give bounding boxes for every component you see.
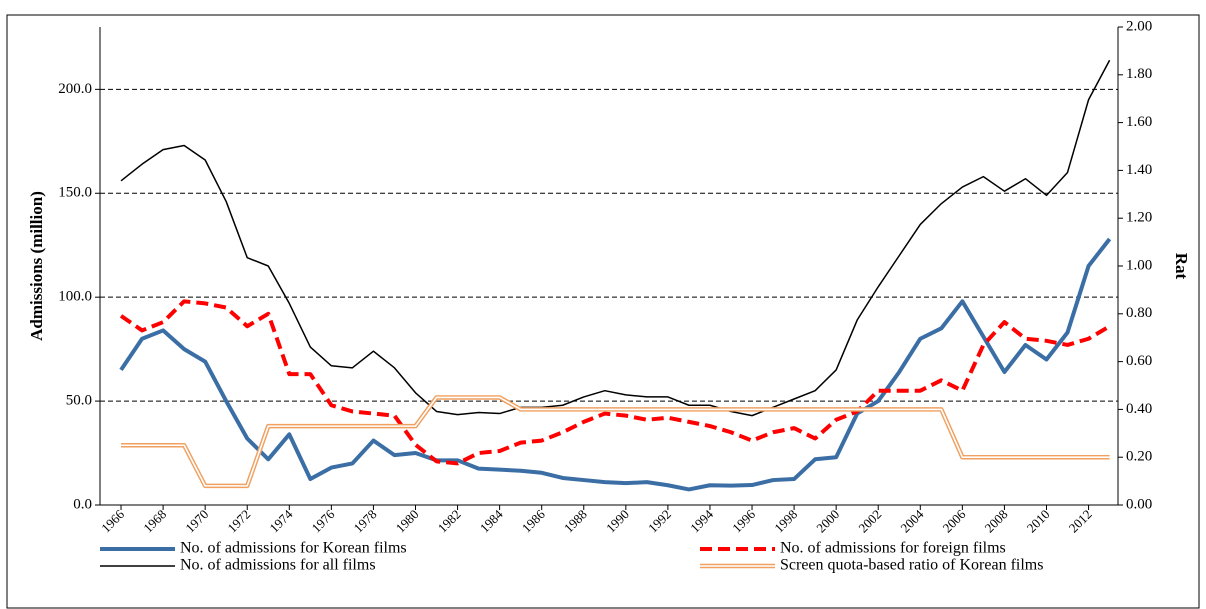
y-tick-label: 150.0 xyxy=(58,185,92,201)
x-tick-label: 1988 xyxy=(561,507,590,536)
y2-axis-label: Rat xyxy=(1172,253,1191,280)
x-tick-label: 1986 xyxy=(519,506,548,535)
x-tick-label: 1998 xyxy=(771,507,800,536)
line xyxy=(120,59,1111,417)
x-tick-label: 1980 xyxy=(393,507,422,536)
y-axis-label: Admissions (million) xyxy=(27,191,46,341)
legend-label: Screen quota-based ratio of Korean films xyxy=(780,557,1043,574)
y2-tick-label: 0.40 xyxy=(1126,401,1152,417)
x-tick-label: 1968 xyxy=(140,507,169,536)
x-tick-label: 1994 xyxy=(687,506,716,535)
x-tick-label: 1976 xyxy=(308,506,337,535)
line-inner xyxy=(121,396,1110,487)
x-tick-label: 1966 xyxy=(98,506,127,535)
x-tick-label: 1990 xyxy=(603,507,632,536)
x-tick-label: 2000 xyxy=(813,507,842,536)
y2-tick-label: 1.40 xyxy=(1126,162,1152,178)
y2-tick-label: 0.00 xyxy=(1126,496,1152,512)
x-tick-label: 1984 xyxy=(477,506,506,535)
x-tick-label: 2004 xyxy=(897,506,926,535)
line xyxy=(119,299,1111,466)
y-tick-label: 100.0 xyxy=(58,289,92,305)
line xyxy=(119,237,1112,492)
x-tick-label: 1974 xyxy=(266,506,295,535)
x-tick-label: 2002 xyxy=(855,507,884,536)
y2-tick-label: 1.20 xyxy=(1126,210,1152,226)
x-tick-label: 2012 xyxy=(1066,507,1095,536)
y2-tick-label: 1.80 xyxy=(1126,66,1152,82)
legend-label: No. of admissions for foreign films xyxy=(780,540,1006,557)
y-tick-label: 50.0 xyxy=(66,393,92,409)
line xyxy=(121,395,1110,489)
x-tick-label: 1982 xyxy=(435,507,464,536)
x-tick-label: 1992 xyxy=(645,507,674,536)
y2-tick-label: 0.60 xyxy=(1126,353,1152,369)
chart-frame xyxy=(6,14,1200,609)
legend-label: No. of admissions for all films xyxy=(180,557,376,574)
x-tick-label: 1996 xyxy=(729,506,758,535)
y2-tick-label: 2.00 xyxy=(1126,18,1152,34)
y2-tick-label: 1.00 xyxy=(1126,257,1152,273)
y-tick-label: 200.0 xyxy=(58,81,92,97)
x-tick-label: 1978 xyxy=(351,507,380,536)
x-tick-label: 2006 xyxy=(939,506,968,535)
y2-tick-label: 0.20 xyxy=(1126,449,1152,465)
y2-tick-label: 0.80 xyxy=(1126,305,1152,321)
x-tick-label: 1970 xyxy=(182,507,211,536)
x-tick-label: 2008 xyxy=(982,507,1011,536)
x-tick-label: 1972 xyxy=(224,507,253,536)
legend-label: No. of admissions for Korean films xyxy=(180,540,407,557)
y-tick-label: 0.0 xyxy=(73,496,92,512)
y2-tick-label: 1.60 xyxy=(1126,114,1152,130)
x-tick-label: 2010 xyxy=(1024,507,1053,536)
